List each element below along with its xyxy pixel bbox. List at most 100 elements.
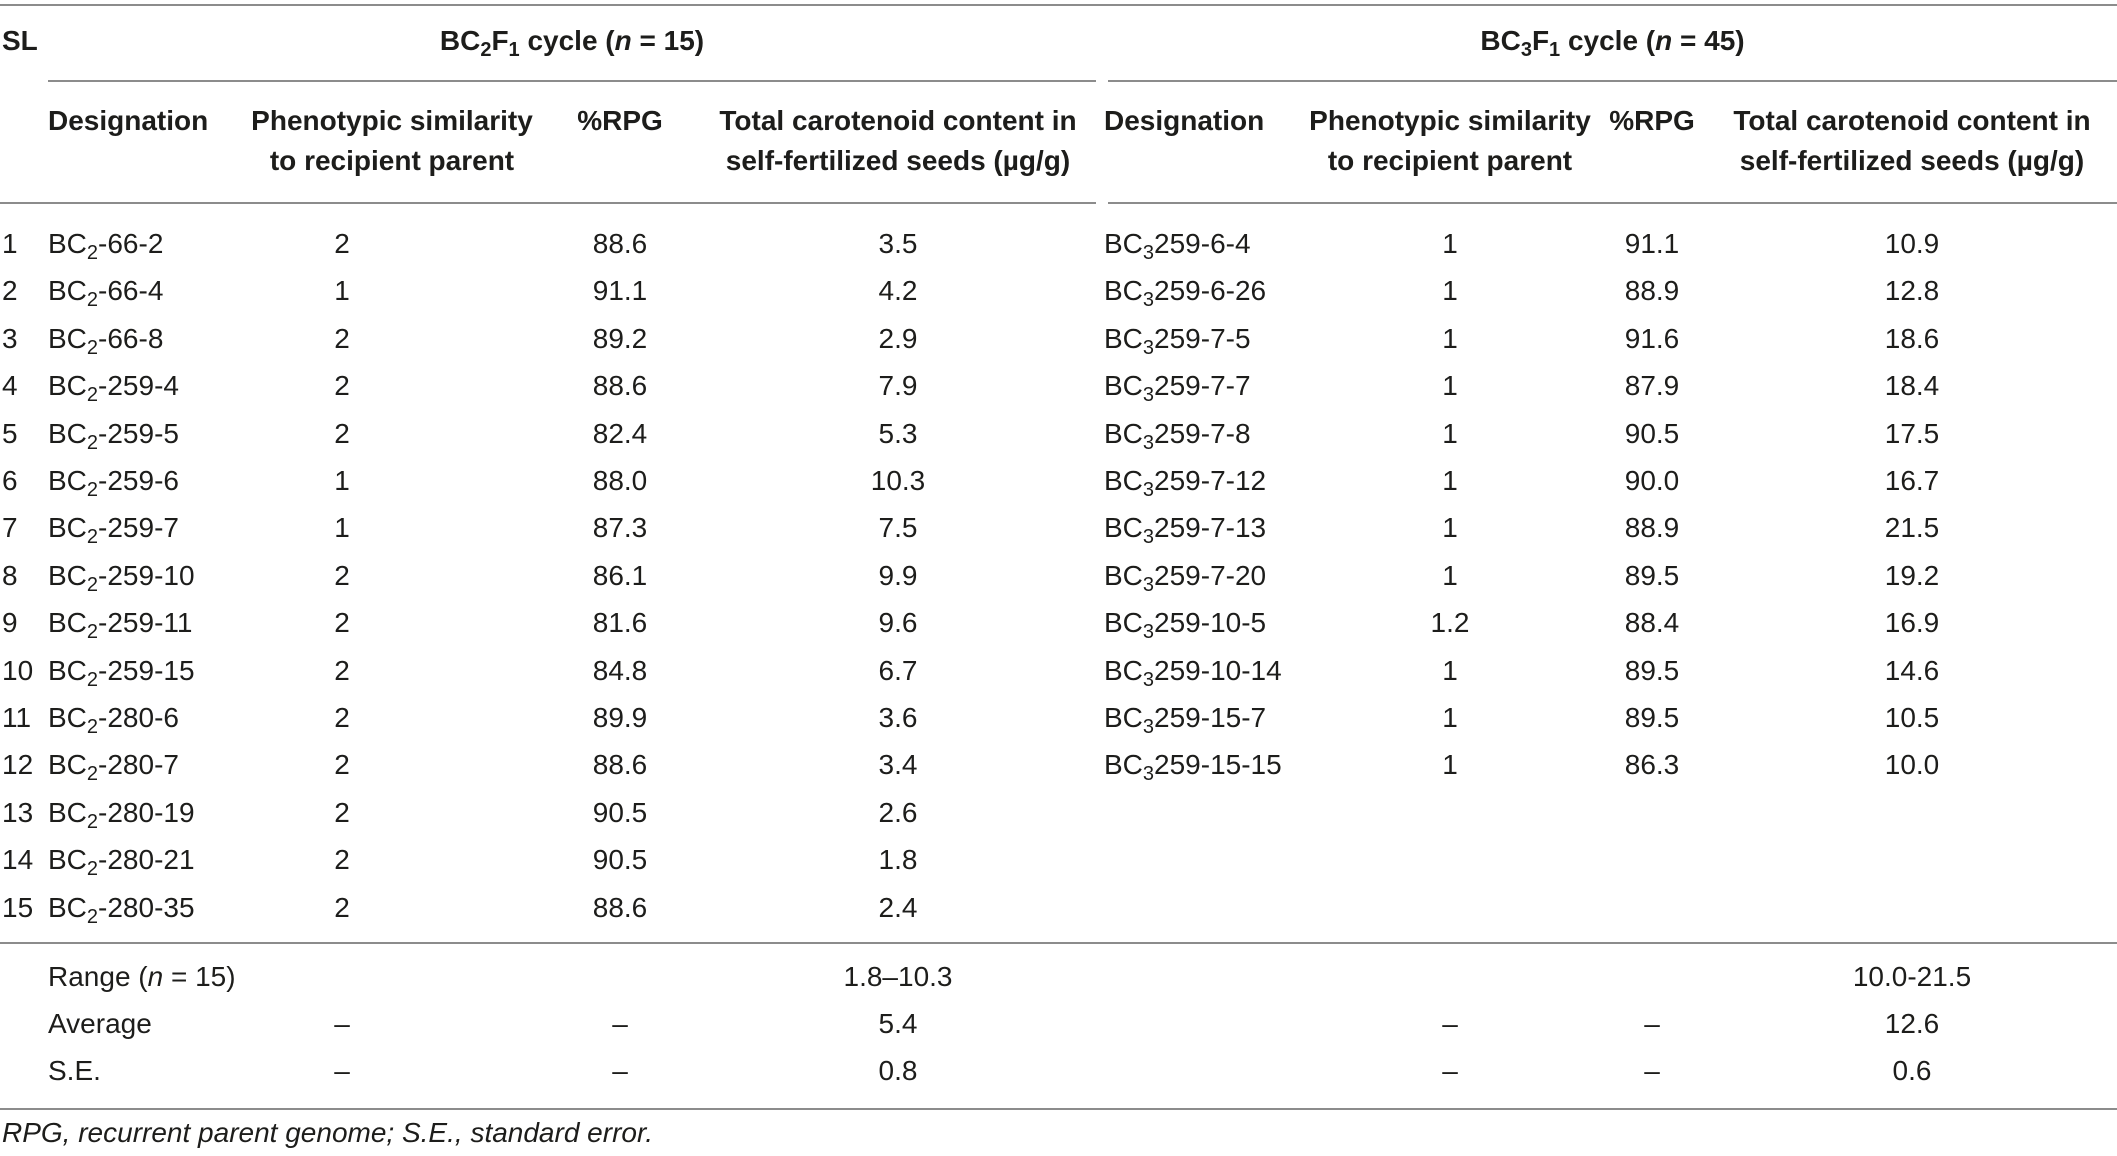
bc2-cycle-header: BC2F1 cycle (n = 15) — [48, 24, 1096, 61]
bc2-row-designation: BC2-280-35 — [48, 891, 195, 927]
bc2-row-rpg: 82.4 — [592, 418, 648, 449]
designation-subscript: 2 — [86, 811, 99, 833]
designation-subscript: 3 — [1142, 432, 1155, 454]
average-bc2-carotenoid: 5.4 — [878, 1008, 918, 1039]
bc3-row-phenotypic: 1 — [1442, 655, 1458, 686]
bc3-row-phenotypic: 1 — [1442, 465, 1458, 496]
bc2-row-rpg: 88.0 — [592, 465, 648, 496]
bc3-row-carotenoid: 14.6 — [1884, 655, 1940, 686]
designation-suffix: -280-21 — [98, 844, 195, 875]
bc3-phenotypic-header-line2: to recipient parent — [1327, 145, 1573, 176]
bc3-row-designation: BC3259-7-13 — [1104, 511, 1267, 547]
designation-suffix: -280-7 — [98, 749, 179, 780]
designation-suffix: 259-7-13 — [1154, 512, 1267, 543]
bc2-row-designation: BC2-259-4 — [48, 369, 179, 405]
bc3-header-rule — [1108, 202, 2117, 204]
bc3-row-carotenoid: 10.5 — [1884, 702, 1940, 733]
bc2-row-carotenoid: 2.4 — [878, 892, 918, 923]
bc2-row-phenotypic: 2 — [334, 228, 350, 259]
bc3-row-designation: BC3259-15-7 — [1104, 701, 1266, 737]
designation-prefix: BC — [1104, 465, 1143, 496]
average-bc2-rpg: – — [612, 1008, 628, 1039]
bc2-row-carotenoid: 2.6 — [878, 797, 918, 828]
bc3-row-designation: BC3259-7-8 — [1104, 417, 1251, 454]
bc3-carotenoid-header-line2: self-fertilized seeds (µg/g) — [1739, 145, 2085, 176]
designation-suffix: -259-15 — [98, 655, 195, 686]
bc2-row-sl: 3 — [2, 323, 18, 354]
bc2-phenotypic-header-line1: Phenotypic similarity — [251, 105, 533, 136]
designation-subscript: 3 — [1142, 574, 1155, 596]
designation-prefix: BC — [1104, 370, 1143, 401]
bc3-hdr-rest: = 45) — [1672, 25, 1745, 56]
bc2-row-designation: BC2-66-4 — [48, 274, 164, 311]
bc2-row-sl: 5 — [2, 418, 18, 449]
designation-suffix: 259-7-12 — [1154, 465, 1267, 496]
bc3-row-rpg: 88.9 — [1624, 512, 1680, 543]
bc2-row-sl: 1 — [2, 228, 18, 259]
designation-subscript: 2 — [86, 242, 99, 264]
bc3-row-rpg: 89.5 — [1624, 655, 1680, 686]
range-label: Range (n = 15) — [48, 960, 236, 994]
bc2-row-rpg: 81.6 — [592, 607, 648, 638]
bc2-row-sl: 11 — [2, 702, 32, 733]
designation-prefix: BC — [48, 749, 87, 780]
bc3-row-carotenoid: 18.4 — [1884, 370, 1940, 401]
average-bc2-phenotypic: – — [334, 1008, 350, 1039]
bc3-row-carotenoid: 17.5 — [1884, 418, 1940, 449]
range-label-n: n — [147, 961, 164, 992]
designation-prefix: BC — [1104, 228, 1143, 259]
bc3-hdr-pre: BC — [1480, 25, 1521, 56]
bc3-hdr-sub2: 1 — [1549, 39, 1561, 61]
bc3-row-rpg: 89.5 — [1624, 560, 1680, 591]
bc2-row-phenotypic: 2 — [334, 560, 350, 591]
range-bc2-carotenoid: 1.8–10.3 — [843, 961, 953, 992]
range-label-pre: Range ( — [48, 961, 148, 992]
bc2-row-designation: BC2-280-19 — [48, 796, 195, 833]
designation-prefix: BC — [48, 844, 87, 875]
bc3-row-rpg: 91.6 — [1624, 323, 1680, 354]
designation-prefix: BC — [1104, 560, 1143, 591]
bc2-row-rpg: 91.1 — [592, 275, 648, 306]
bc2-row-carotenoid: 2.9 — [878, 323, 918, 354]
designation-subscript: 2 — [86, 574, 99, 596]
range-label-post: = 15) — [163, 961, 236, 992]
designation-subscript: 3 — [1142, 337, 1155, 359]
bc2-row-sl: 10 — [2, 655, 34, 686]
designation-suffix: -66-4 — [98, 275, 164, 306]
bc2-row-phenotypic: 2 — [334, 323, 350, 354]
designation-suffix: 259-7-7 — [1154, 370, 1251, 401]
average-bc3-carotenoid: 12.6 — [1884, 1008, 1940, 1039]
bc2-row-designation: BC2-280-6 — [48, 701, 179, 737]
designation-subscript: 2 — [86, 337, 99, 359]
bc3-row-carotenoid: 10.9 — [1884, 228, 1940, 259]
bc2-hdr-sub2: 1 — [508, 39, 520, 61]
designation-prefix: BC — [48, 323, 87, 354]
bc3-hdr-mid: F — [1531, 25, 1550, 56]
bc2-row-phenotypic: 2 — [334, 607, 350, 638]
designation-suffix: 259-10-5 — [1154, 607, 1267, 638]
bc2-row-rpg: 86.1 — [592, 560, 648, 591]
designation-subscript: 3 — [1142, 669, 1155, 691]
bc2-hdr-mid: F — [491, 25, 509, 56]
bc2-rpg-header: %RPG — [577, 105, 663, 136]
bc3-row-phenotypic: 1 — [1442, 702, 1458, 733]
bc2-row-designation: BC2-66-8 — [48, 322, 163, 359]
bc3-row-designation: BC3259-7-20 — [1104, 559, 1266, 596]
bc2-row-designation: BC2-280-21 — [48, 843, 195, 879]
bc2-hdr-rest: = 15) — [631, 25, 705, 56]
bc2-row-carotenoid: 6.7 — [878, 655, 918, 686]
se-bc2-carotenoid: 0.8 — [878, 1055, 918, 1086]
designation-prefix: BC — [48, 797, 87, 828]
bc2-row-designation: BC2-259-11 — [48, 606, 192, 642]
bc3-hdr-n: n — [1655, 25, 1673, 56]
designation-suffix: -259-7 — [98, 512, 179, 543]
bc3-group-rule — [1108, 80, 2117, 82]
bc2-row-rpg: 88.6 — [592, 228, 648, 259]
bc2-row-designation: BC2-259-15 — [48, 654, 195, 690]
bc3-row-designation: BC3259-6-4 — [1104, 227, 1251, 263]
bc2-row-rpg: 90.5 — [592, 844, 648, 875]
designation-subscript: 2 — [86, 289, 99, 311]
designation-subscript: 3 — [1142, 763, 1155, 785]
bc2-row-phenotypic: 2 — [334, 370, 350, 401]
bc3-row-carotenoid: 16.9 — [1884, 607, 1940, 638]
